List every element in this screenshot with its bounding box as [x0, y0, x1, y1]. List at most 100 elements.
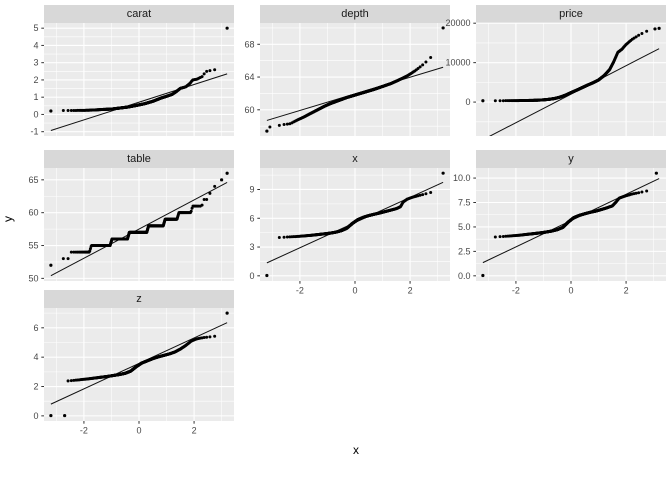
y-tick-label: 3 [33, 58, 38, 68]
grid-minor [44, 168, 234, 281]
x-tick-label: 2 [192, 426, 197, 436]
y-tick-label: 68 [244, 39, 254, 49]
facet-strip-depth: depth [260, 5, 450, 23]
x-tick-label: 2 [408, 286, 413, 296]
qq-points [49, 311, 229, 418]
x-tick-label: -2 [80, 426, 88, 436]
y-tick-label: 9 [249, 184, 254, 194]
qq-line [50, 73, 228, 131]
y-axis-ticks: -1 0 1 2 3 4 5 [30, 23, 44, 137]
grid-major [44, 23, 234, 136]
y-tick-label: 10000 [445, 58, 470, 68]
qq-outlier-point [49, 413, 53, 418]
facet-title: table [127, 153, 151, 165]
facet-carat: carat -1 0 1 2 3 4 5 [18, 5, 234, 150]
y-axis-ticks: 60 64 68 [244, 39, 260, 115]
qq-points [49, 26, 229, 113]
qq-points [49, 171, 229, 267]
grid-major [44, 308, 234, 421]
facet-strip-carat: carat [44, 5, 234, 23]
x-axis-ticks: -2 0 2 [80, 421, 197, 436]
facet-price: price 0 10000 20000 [445, 5, 666, 150]
facet-title: y [568, 153, 574, 165]
grid-major [260, 23, 450, 136]
x-axis-ticks: -2 0 2 [512, 281, 629, 296]
facet-title: price [559, 8, 583, 20]
y-tick-label: 55 [28, 241, 38, 251]
y-tick-label: -1 [30, 127, 38, 137]
y-tick-label: 3 [249, 242, 254, 252]
x-tick-label: -2 [512, 286, 520, 296]
qq-outlier-point [225, 311, 229, 315]
facet-title: x [352, 153, 358, 165]
facet-panel-price: 0 10000 20000 [445, 18, 666, 136]
qq-outlier-point [225, 26, 229, 30]
y-tick-label: 7.5 [458, 198, 471, 208]
facet-grid: carat -1 0 1 2 3 4 5 depth 60 64 68 price 0 10000 20000… [18, 5, 666, 460]
y-tick-label: 65 [28, 175, 38, 185]
y-tick-label: 0.0 [458, 271, 471, 281]
qq-outlier-point [220, 178, 224, 182]
facet-strip-x: x [260, 150, 450, 168]
y-tick-label: 1 [33, 92, 38, 102]
y-tick-label: 20000 [445, 18, 470, 28]
qq-outlier-point [265, 273, 269, 278]
y-tick-label: 2 [33, 75, 38, 85]
y-tick-label: 4 [33, 352, 38, 362]
y-axis-ticks: 0 10000 20000 [445, 18, 476, 107]
qq-outlier-point [481, 99, 485, 103]
y-axis-ticks: 50 55 60 65 [28, 175, 44, 283]
x-tick-label: -2 [296, 286, 304, 296]
y-tick-label: 2 [33, 382, 38, 392]
x-tick-label: 0 [352, 286, 357, 296]
qq-outlier-point [225, 171, 229, 175]
qq-points [265, 171, 445, 278]
facet-strip-price: price [476, 5, 666, 23]
facet-title: z [136, 293, 142, 305]
qq-outlier-point [441, 171, 445, 175]
y-tick-label: 0 [33, 109, 38, 119]
facet-title: carat [126, 8, 152, 20]
y-tick-label: 50 [28, 273, 38, 283]
x-axis-title: x [353, 443, 359, 457]
y-tick-label: 0 [249, 271, 254, 281]
qq-outlier-point [481, 273, 485, 278]
qq-outlier-point [654, 171, 658, 175]
facet-strip-table: table [44, 150, 234, 168]
y-axis-title: y [1, 216, 15, 222]
qq-outlier-point [441, 26, 445, 30]
y-tick-label: 4 [33, 40, 38, 50]
y-axis-ticks: 0 3 6 9 [249, 184, 260, 281]
y-tick-label: 64 [244, 72, 254, 82]
x-axis-ticks: -2 0 2 [296, 281, 413, 296]
y-tick-label: 6 [249, 213, 254, 223]
qq-outlier-point [63, 413, 67, 418]
qq-points [481, 26, 661, 103]
facet-depth: depth 60 64 68 [234, 5, 450, 150]
x-tick-label: 0 [568, 286, 573, 296]
qq-outlier-point [653, 27, 657, 31]
qq-outlier-point [265, 129, 269, 133]
facet-title: depth [341, 8, 369, 20]
y-tick-label: 0 [465, 97, 470, 107]
y-axis-ticks: 0.0 2.5 5.0 7.5 10.0 [453, 173, 476, 281]
y-tick-label: 60 [28, 208, 38, 218]
facet-panel-carat: -1 0 1 2 3 4 5 [30, 23, 234, 137]
facet-panel-table: 50 55 60 65 [28, 168, 234, 283]
facet-y: y 0.0 2.5 5.0 7.5 10.0 -2 0 2 [450, 150, 666, 296]
grid-major [260, 168, 450, 281]
qq-outlier-point [49, 263, 53, 267]
y-tick-label: 5 [33, 23, 38, 33]
y-tick-label: 10.0 [453, 173, 471, 183]
facet-panel-z: 0 2 4 6 -2 0 2 [33, 308, 234, 436]
facet-strip-z: z [44, 290, 234, 308]
y-tick-label: 5.0 [458, 222, 471, 232]
qq-points [265, 26, 445, 133]
x-tick-label: 0 [136, 426, 141, 436]
qq-points [481, 171, 658, 278]
facet-x: x 0 3 6 9 -2 0 2 [234, 150, 450, 296]
grid-major [44, 168, 234, 281]
facet-z: z 0 2 4 6 -2 0 2 [18, 290, 234, 460]
qq-line [50, 182, 228, 277]
